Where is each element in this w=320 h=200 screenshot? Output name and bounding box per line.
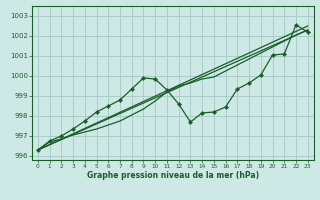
X-axis label: Graphe pression niveau de la mer (hPa): Graphe pression niveau de la mer (hPa) — [87, 171, 259, 180]
